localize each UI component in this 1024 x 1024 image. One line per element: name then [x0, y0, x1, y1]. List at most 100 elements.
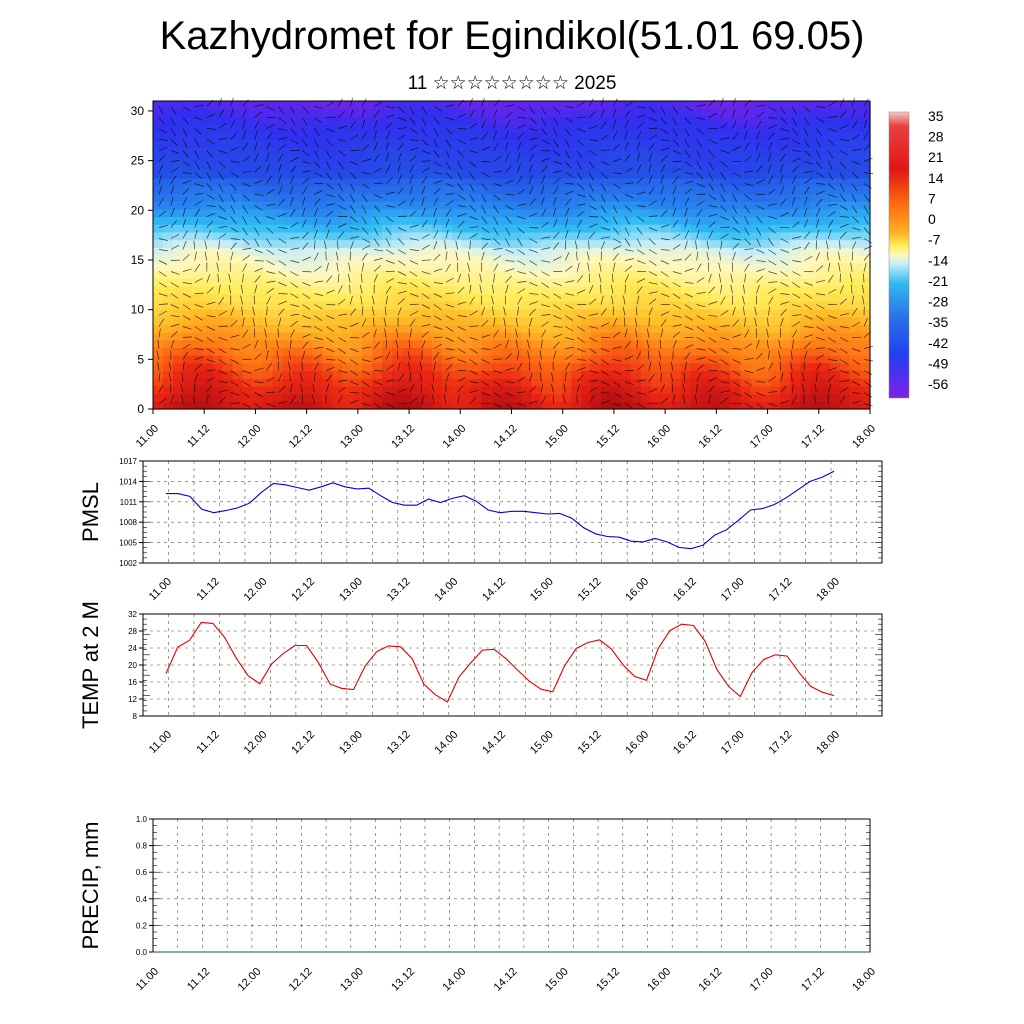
wind-barb [326, 315, 335, 320]
wind-barb [194, 192, 204, 195]
heatmap-cell [850, 347, 861, 356]
heatmap-cell [860, 139, 871, 148]
heatmap-cell [571, 154, 582, 164]
heatmap-cell [252, 308, 264, 318]
heatmap-cell [591, 185, 602, 194]
heatmap-cell [750, 255, 762, 264]
heatmap-cell [252, 385, 264, 395]
wind-barb [708, 194, 717, 200]
heatmap-cell [581, 285, 592, 295]
heatmap-cell [232, 362, 244, 372]
wind-barb [576, 139, 584, 147]
heatmap-cell [431, 231, 443, 241]
heatmap-cell [382, 131, 393, 141]
heatmap-cell [172, 185, 184, 194]
heatmap-cell [720, 108, 732, 117]
heatmap-cell [392, 239, 403, 248]
heatmap-cell [571, 193, 582, 202]
heatmap-cell [850, 339, 861, 348]
heatmap-cell [511, 324, 523, 333]
wind-barb [206, 376, 215, 382]
heatmap-cell [262, 324, 274, 333]
heatmap-cell [362, 131, 373, 141]
heatmap-cell [750, 116, 762, 125]
heatmap-cell [581, 108, 592, 117]
heatmap-cell [830, 270, 841, 279]
heatmap-cell [690, 224, 702, 233]
heatmap-cell [332, 385, 343, 395]
ytick-label: 0.2 [136, 921, 148, 930]
wind-barb [409, 328, 412, 338]
wind-barb [623, 295, 626, 305]
wind-barb [278, 308, 285, 316]
wind-barb [803, 350, 808, 360]
wind-barb [541, 117, 547, 126]
wind-barb [648, 174, 653, 184]
wind-barb [170, 150, 180, 154]
heatmap-cell [571, 378, 582, 387]
heatmap-cell [561, 224, 572, 233]
heatmap-cell [660, 208, 672, 218]
heatmap-cell [650, 247, 662, 256]
heatmap-cell [760, 385, 772, 395]
heatmap-cell [441, 124, 453, 133]
heatmap-cell [740, 170, 752, 179]
wind-barb [792, 282, 800, 288]
wind-barb [361, 238, 371, 243]
heatmap-cell [372, 124, 383, 133]
heatmap-cell [820, 332, 831, 341]
heatmap-cell [302, 170, 313, 179]
wind-barb [696, 326, 705, 332]
heatmap-cell [491, 162, 503, 171]
heatmap-cell [292, 108, 303, 117]
wind-barb [218, 137, 228, 140]
wind-barb [851, 381, 861, 386]
wind-barb [469, 397, 477, 404]
wind-barb [827, 374, 835, 382]
wind-barb [505, 165, 512, 173]
heatmap-cell [760, 378, 772, 387]
heatmap-cell [631, 355, 642, 364]
heatmap-cell [611, 139, 622, 148]
wind-barb [517, 142, 522, 151]
heatmap-cell [421, 201, 433, 210]
heatmap-cell [192, 255, 204, 264]
heatmap-cell [372, 378, 383, 387]
wind-barb [385, 285, 392, 294]
wind-barb [338, 359, 347, 365]
wind-barb [397, 307, 402, 316]
heatmap-cell [282, 378, 294, 387]
heatmap-cell [352, 370, 363, 379]
wind-barb [469, 325, 479, 327]
heatmap-cell [352, 239, 363, 248]
heatmap-cell [531, 308, 542, 318]
wind-barb [624, 101, 633, 107]
wind-barb [696, 337, 705, 343]
wind-barb [361, 205, 367, 214]
heatmap-cell [750, 124, 762, 133]
heatmap-cell [372, 362, 383, 372]
wind-barb [194, 150, 200, 159]
heatmap-cell [551, 262, 562, 271]
heatmap-cell [421, 162, 433, 171]
wind-barb [791, 339, 794, 349]
heatmap-cell [780, 332, 791, 341]
heatmap-cell [680, 316, 692, 325]
heatmap-cell [700, 170, 712, 179]
heatmap-cell [392, 178, 403, 187]
heatmap-cell [242, 139, 254, 148]
heatmap-cell [222, 355, 234, 364]
wind-barb [851, 172, 859, 179]
heatmap-cell [192, 231, 204, 241]
wind-barb [588, 98, 594, 107]
heatmap-cell [401, 239, 413, 248]
heatmap-cell [710, 116, 722, 125]
heatmap-cell [720, 208, 732, 218]
heatmap-cell [441, 370, 453, 379]
heatmap-cell [392, 216, 403, 225]
wind-barb [206, 287, 214, 294]
wind-barb [564, 229, 569, 239]
heatmap-cell [312, 293, 323, 302]
wind-barb [337, 98, 343, 107]
heatmap-cell [581, 239, 592, 248]
